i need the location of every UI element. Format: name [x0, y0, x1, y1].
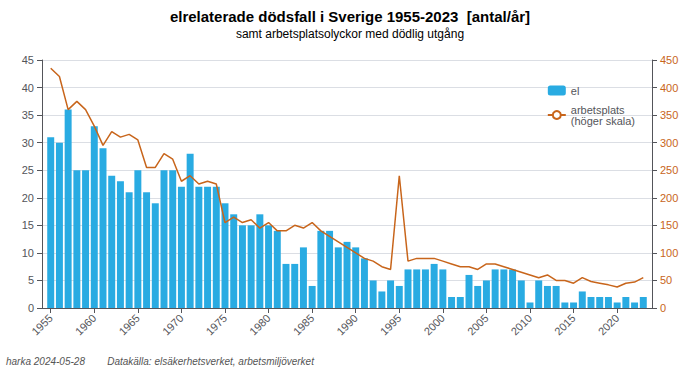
svg-text:5: 5: [28, 274, 34, 286]
svg-text:50: 50: [660, 274, 672, 286]
svg-text:harka 2024-05-28 Datakä: harka 2024-05-28 Datakälla: elsäkerhetsv…: [6, 356, 315, 367]
svg-text:45: 45: [22, 54, 34, 66]
svg-text:400: 400: [660, 82, 678, 94]
svg-text:1970: 1970: [160, 312, 186, 338]
svg-text:100: 100: [660, 247, 678, 259]
svg-text:elrelaterade dödsfall i Sverig: elrelaterade dödsfall i Sverige 1955-202…: [170, 8, 530, 25]
svg-text:1975: 1975: [203, 312, 229, 338]
svg-text:40: 40: [22, 82, 34, 94]
svg-text:2020: 2020: [596, 312, 622, 338]
svg-text:35: 35: [22, 109, 34, 121]
svg-text:15: 15: [22, 219, 34, 231]
svg-text:(höger skala): (höger skala): [571, 115, 635, 127]
svg-text:2000: 2000: [421, 312, 447, 338]
svg-text:250: 250: [660, 164, 678, 176]
svg-text:10: 10: [22, 247, 34, 259]
svg-text:0: 0: [28, 302, 34, 314]
svg-text:25: 25: [22, 164, 34, 176]
svg-text:1965: 1965: [116, 312, 142, 338]
svg-text:0: 0: [660, 302, 666, 314]
svg-text:1980: 1980: [247, 312, 273, 338]
svg-text:1960: 1960: [73, 312, 99, 338]
svg-text:2015: 2015: [552, 312, 578, 338]
svg-text:30: 30: [22, 137, 34, 149]
svg-text:2005: 2005: [465, 312, 491, 338]
svg-text:arbetsplats: arbetsplats: [570, 103, 625, 116]
svg-text:150: 150: [660, 219, 678, 231]
svg-text:350: 350: [660, 109, 678, 121]
svg-text:200: 200: [660, 192, 678, 204]
svg-text:1985: 1985: [291, 312, 317, 338]
svg-text:1955: 1955: [29, 312, 55, 338]
svg-text:samt arbetsplatsolyckor med dö: samt arbetsplatsolyckor med dödlig utgån…: [236, 27, 464, 41]
svg-text:1990: 1990: [334, 312, 360, 338]
svg-text:el: el: [571, 85, 580, 97]
svg-text:2010: 2010: [508, 312, 534, 338]
svg-text:450: 450: [660, 54, 678, 66]
svg-text:300: 300: [660, 137, 678, 149]
svg-text:20: 20: [22, 192, 34, 204]
svg-text:1995: 1995: [378, 312, 404, 338]
